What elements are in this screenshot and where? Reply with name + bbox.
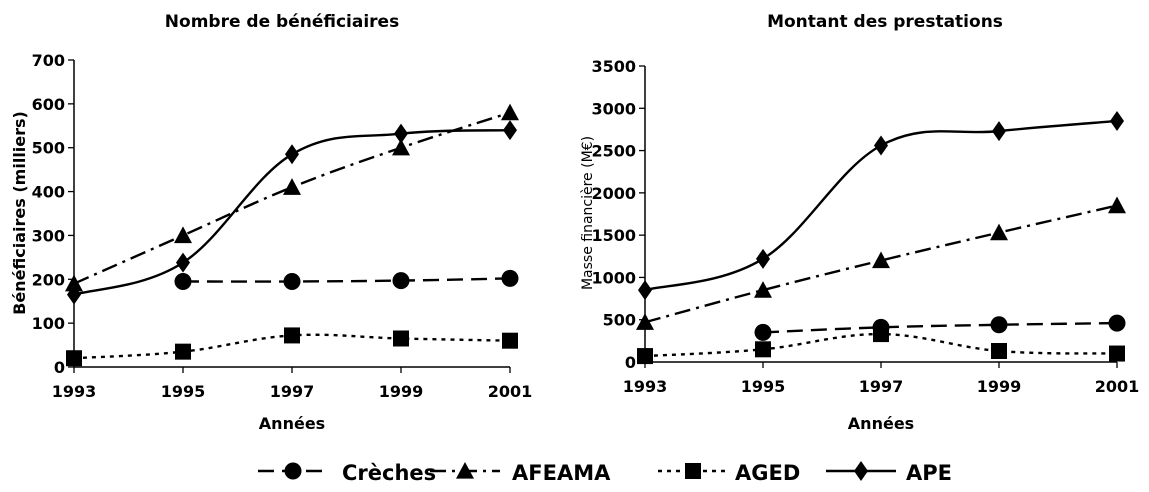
data-point — [1110, 110, 1124, 131]
data-point — [638, 280, 652, 301]
x-tick-label: 1993 — [52, 382, 97, 401]
x-tick-label: 2001 — [1095, 377, 1140, 396]
legend-label: Crèches — [342, 461, 436, 485]
data-point — [502, 332, 518, 349]
data-point — [392, 138, 410, 156]
series-line — [182, 277, 511, 283]
x-tick-label: 1999 — [977, 377, 1022, 396]
data-point — [990, 316, 1008, 334]
chart-title: Nombre de bénéficiaires — [165, 12, 399, 32]
data-point — [174, 272, 192, 290]
data-point — [873, 326, 889, 343]
data-point — [501, 103, 519, 121]
data-point — [1108, 196, 1126, 214]
data-point — [874, 135, 888, 156]
data-point — [392, 272, 410, 290]
data-point — [66, 350, 82, 367]
data-point — [1108, 314, 1126, 332]
series-line — [644, 204, 1118, 324]
series-aged — [66, 327, 518, 367]
y-tick-label: 200 — [32, 270, 65, 289]
x-tick-label: 2001 — [488, 382, 533, 401]
data-point — [755, 341, 771, 358]
legend-marker — [456, 462, 474, 479]
legend-item-ape: APE — [826, 461, 952, 485]
legend-label: AFEAMA — [512, 461, 611, 485]
data-point — [283, 272, 301, 290]
data-point — [992, 121, 1006, 142]
series-ape — [638, 110, 1124, 301]
data-point — [285, 144, 299, 165]
data-point — [174, 226, 192, 244]
data-point — [283, 178, 301, 195]
data-point — [991, 343, 1007, 360]
legend: Crèches AFEAMA AGED APE — [258, 461, 952, 485]
y-tick-label: 2000 — [591, 184, 636, 203]
legend-marker — [854, 461, 868, 481]
y-tick-label: 400 — [32, 183, 65, 202]
series-crches — [754, 314, 1126, 341]
y-tick-label: 1500 — [591, 226, 636, 245]
data-point — [501, 269, 519, 287]
y-tick-label: 2500 — [591, 142, 636, 161]
series-afeama — [636, 196, 1126, 330]
data-point — [394, 123, 408, 144]
y-tick-label: 600 — [32, 95, 65, 114]
x-tick-label: 1997 — [859, 377, 904, 396]
data-point — [67, 284, 81, 305]
y-tick-label: 500 — [603, 311, 636, 330]
data-point — [636, 313, 654, 330]
data-point — [393, 330, 409, 347]
data-point — [756, 248, 770, 269]
data-point — [990, 223, 1008, 241]
y-tick-label: 500 — [32, 139, 65, 158]
chart-title: Montant des prestations — [767, 12, 1003, 32]
data-point — [176, 252, 190, 273]
x-axis-label: Années — [259, 414, 325, 433]
y-tick-label: 100 — [32, 314, 65, 333]
legend-label: AGED — [735, 461, 800, 485]
series-ape — [67, 120, 517, 305]
x-tick-label: 1997 — [270, 382, 315, 401]
x-tick-label: 1995 — [741, 377, 786, 396]
data-point — [1109, 345, 1125, 362]
data-point — [65, 274, 83, 292]
y-tick-label: 700 — [32, 51, 65, 70]
y-tick-label: 3500 — [591, 57, 636, 76]
chart-prestations: Montant des prestations 0 500 1000 1500 2000 2… — [580, 12, 1139, 433]
x-axis-label: Années — [848, 414, 914, 433]
x-tick-label: 1993 — [623, 377, 668, 396]
series-afeama — [65, 103, 519, 292]
legend-item-crches: Crèches — [258, 461, 436, 485]
data-point — [175, 343, 191, 360]
data-point — [503, 120, 517, 141]
x-tick-label: 1995 — [161, 382, 206, 401]
data-point — [637, 348, 653, 365]
series-aged — [637, 326, 1125, 365]
x-tick-label: 1999 — [379, 382, 424, 401]
legend-label: APE — [906, 461, 952, 485]
legend-marker — [685, 463, 701, 479]
series-line — [762, 321, 1118, 334]
y-tick-label: 3000 — [591, 99, 636, 118]
y-axis-label: Bénéficiaires (milliers) — [10, 111, 29, 315]
y-axis-label: Masse financière (M€) — [580, 136, 596, 290]
y-tick-label: 0 — [54, 358, 65, 377]
data-point — [284, 327, 300, 344]
legend-item-aged: AGED — [658, 461, 800, 485]
data-point — [872, 251, 890, 269]
y-tick-label: 300 — [32, 226, 65, 245]
data-point — [754, 323, 772, 341]
y-tick-label: 0 — [625, 353, 636, 372]
legend-marker — [284, 462, 302, 480]
series-crches — [174, 269, 519, 290]
data-point — [754, 281, 772, 298]
series-line — [73, 111, 511, 285]
legend-item-afeama: AFEAMA — [430, 461, 611, 485]
y-tick-label: 1000 — [591, 268, 636, 287]
chart-beneficiaires: Nombre de bénéficiaires 0 100 200 300 400 500 6… — [10, 12, 532, 433]
